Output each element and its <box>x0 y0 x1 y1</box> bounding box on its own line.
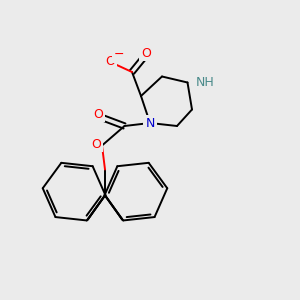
Text: O: O <box>92 137 101 151</box>
Text: O: O <box>141 46 151 60</box>
Text: −: − <box>114 48 124 61</box>
Text: O: O <box>93 107 103 121</box>
Text: N: N <box>145 116 155 130</box>
Text: O: O <box>105 55 115 68</box>
Text: NH: NH <box>196 76 215 89</box>
